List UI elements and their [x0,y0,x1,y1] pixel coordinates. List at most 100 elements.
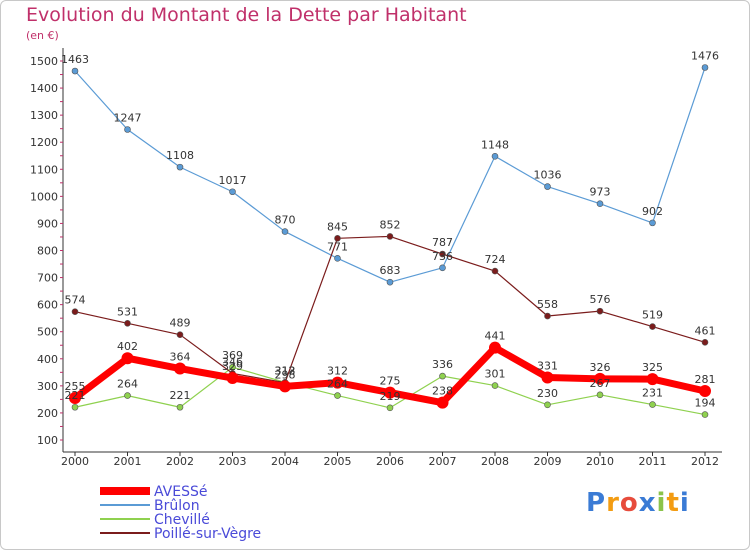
logo-letter: i [679,488,690,518]
data-label: 313 [275,364,296,377]
data-point [439,264,446,272]
data-label: 576 [590,293,611,306]
data-label: 1108 [166,149,194,162]
data-label: 329 [222,360,243,373]
y-tick-label: 500 [37,326,58,339]
data-label: 255 [65,380,86,393]
data-label: 1036 [534,169,562,182]
data-point [596,200,604,207]
x-tick-label: 2007 [429,455,457,468]
data-point [386,233,394,240]
data-point [491,152,499,160]
data-point [541,371,554,384]
data-label: 531 [117,305,138,318]
data-label: 264 [327,378,348,391]
legend-label: Chevillé [154,512,210,528]
data-label: 369 [222,349,243,362]
data-label: 312 [327,365,348,378]
legend-label: Poillé-sur-Vègre [154,526,261,542]
data-point [491,267,499,275]
y-tick-label: 600 [37,299,58,312]
logo-letter: o [619,488,639,518]
data-label: 326 [590,361,611,374]
y-tick-label: 1500 [30,55,58,68]
data-point [594,372,606,385]
data-point [649,219,656,227]
data-label: 489 [170,317,191,330]
data-label: 558 [537,298,558,311]
data-label: 281 [695,373,716,386]
y-tick-label: 400 [37,353,58,366]
y-tick-label: 1200 [30,136,58,149]
data-label: 771 [327,240,348,253]
data-point [649,401,656,408]
data-label: 238 [432,385,453,398]
data-label: 346 [222,355,243,368]
data-point [439,372,446,380]
logo-letter: t [666,488,680,518]
y-tick-label: 1000 [30,190,58,203]
data-label: 336 [432,358,453,371]
data-label: 221 [170,389,191,402]
x-tick-label: 2005 [324,455,352,468]
data-point [281,228,289,235]
logo-letter: P [586,488,607,518]
data-label: 301 [485,368,506,381]
logo-letter: r [606,488,620,518]
data-label: 194 [695,397,716,410]
x-tick-label: 2002 [166,455,194,468]
data-label: 1017 [219,174,247,187]
data-label: 331 [537,359,558,372]
data-point [174,362,186,375]
data-label: 441 [485,330,506,343]
data-point [334,235,341,242]
data-label: 230 [537,387,558,400]
y-tick-label: 900 [37,217,58,230]
data-label: 519 [642,309,663,322]
data-point [69,392,81,405]
y-tick-label: 1400 [30,82,58,95]
data-point [121,352,134,365]
x-tick-label: 2004 [271,455,299,468]
data-label: 787 [432,236,453,249]
data-label: 461 [695,324,716,337]
data-label: 402 [117,340,138,353]
data-label: 275 [380,375,401,388]
data-point [544,183,551,190]
data-label: 845 [327,220,348,233]
y-tick-label: 1100 [30,163,58,176]
data-label: 1148 [481,138,509,151]
data-point [384,386,396,399]
x-tick-label: 2011 [639,455,667,468]
data-point [176,403,184,411]
data-label: 724 [485,253,506,266]
data-point [71,308,79,315]
data-label: 219 [380,390,401,403]
data-label: 902 [642,205,663,218]
data-label: 870 [275,214,296,227]
data-label: 1247 [114,111,142,124]
data-point [71,67,79,75]
data-point [334,392,341,399]
data-point [544,401,551,409]
data-point [279,380,291,393]
data-label: 973 [590,186,611,199]
data-label: 1476 [691,49,719,62]
data-label: 852 [380,218,401,231]
data-point [331,376,344,389]
legend-label: AVESSé [154,484,208,500]
x-tick-label: 2003 [219,455,247,468]
data-label: 298 [275,368,296,381]
data-label: 312 [275,365,296,378]
logo-letter: i [656,488,667,518]
x-tick-label: 2012 [691,455,719,468]
x-tick-label: 2001 [114,455,142,468]
unit-label: (en €) [26,29,59,42]
data-point [489,341,501,354]
data-label: 267 [590,377,611,390]
data-label: 325 [642,361,663,374]
data-point [334,255,341,262]
data-point [701,64,709,71]
y-tick-label: 200 [37,407,58,420]
